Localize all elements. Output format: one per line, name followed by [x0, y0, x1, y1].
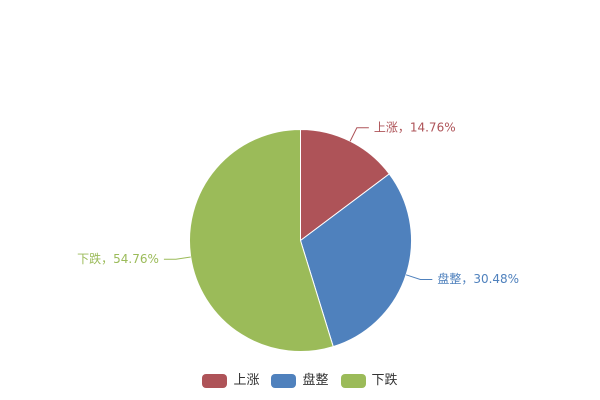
- label-leader-line-2: [163, 256, 191, 260]
- pie-slice-0[interactable]: [300, 128, 391, 242]
- label-leader-line-0: [349, 127, 369, 142]
- label-leader-line-1: [405, 274, 433, 280]
- slice-label-0: 上涨，14.76%: [374, 119, 456, 134]
- pie-slice-1[interactable]: [299, 173, 412, 348]
- legend-item-2[interactable]: 下跌: [340, 373, 398, 388]
- slice-label-1: 盘整，30.48%: [437, 271, 519, 286]
- legend-swatch-icon: [202, 374, 228, 388]
- legend-item-0[interactable]: 上涨: [202, 374, 259, 388]
- legend-swatch-icon: [271, 374, 297, 388]
- legend: 上涨 盘整 下跌: [0, 374, 600, 388]
- legend-label: 下跌: [371, 373, 398, 388]
- legend-item-1[interactable]: 盘整: [271, 373, 329, 388]
- slice-label-2: 下跌，54.76%: [77, 251, 159, 266]
- legend-label: 盘整: [302, 373, 329, 388]
- legend-swatch-icon: [340, 374, 366, 388]
- legend-label: 上涨: [233, 373, 260, 388]
